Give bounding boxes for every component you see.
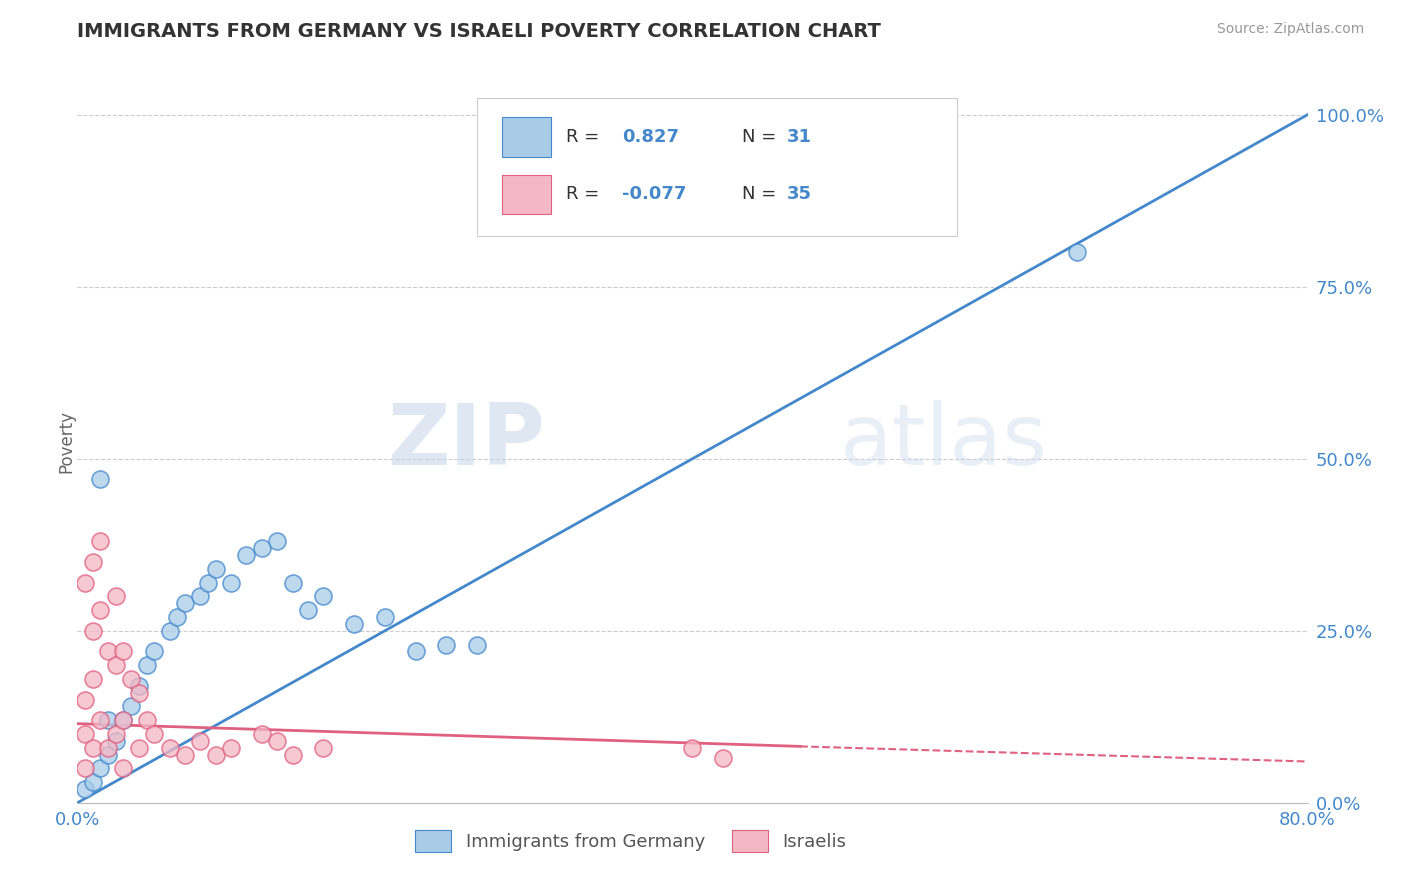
Point bbox=[82, 775, 104, 789]
Point bbox=[281, 575, 304, 590]
Point bbox=[465, 638, 488, 652]
Point bbox=[711, 751, 734, 765]
Point bbox=[143, 644, 166, 658]
Point bbox=[82, 672, 104, 686]
Text: ZIP: ZIP bbox=[387, 400, 546, 483]
Point bbox=[281, 747, 304, 762]
Point bbox=[312, 740, 335, 755]
Point bbox=[197, 575, 219, 590]
Point bbox=[73, 575, 96, 590]
Point bbox=[188, 590, 212, 604]
Point bbox=[159, 740, 181, 755]
Point bbox=[1066, 245, 1088, 260]
Point bbox=[250, 727, 273, 741]
Point bbox=[159, 624, 181, 638]
Point bbox=[682, 740, 704, 755]
Point bbox=[219, 575, 242, 590]
Point bbox=[89, 761, 111, 775]
Point bbox=[128, 740, 150, 755]
Point bbox=[143, 727, 166, 741]
Point bbox=[97, 740, 120, 755]
Point bbox=[73, 782, 96, 797]
Point bbox=[97, 644, 120, 658]
Point bbox=[112, 713, 135, 727]
Point bbox=[89, 603, 111, 617]
Point bbox=[204, 562, 226, 576]
Point bbox=[89, 534, 111, 549]
Text: 35: 35 bbox=[787, 186, 813, 203]
Point bbox=[104, 734, 127, 748]
Point bbox=[266, 534, 288, 549]
Point bbox=[374, 610, 396, 624]
Text: R =: R = bbox=[565, 128, 605, 145]
Y-axis label: Poverty: Poverty bbox=[58, 410, 75, 473]
Text: IMMIGRANTS FROM GERMANY VS ISRAELI POVERTY CORRELATION CHART: IMMIGRANTS FROM GERMANY VS ISRAELI POVER… bbox=[77, 22, 882, 41]
Text: N =: N = bbox=[742, 186, 782, 203]
Point bbox=[120, 699, 142, 714]
Point bbox=[97, 747, 120, 762]
Point bbox=[405, 644, 427, 658]
Point bbox=[343, 616, 366, 631]
Point bbox=[166, 610, 188, 624]
Point bbox=[120, 672, 142, 686]
Point bbox=[104, 727, 127, 741]
Point bbox=[174, 747, 197, 762]
Point bbox=[104, 658, 127, 673]
Point bbox=[112, 644, 135, 658]
Point bbox=[73, 727, 96, 741]
Point bbox=[128, 679, 150, 693]
Point bbox=[104, 590, 127, 604]
Point bbox=[235, 548, 257, 562]
Point bbox=[82, 555, 104, 569]
Point bbox=[97, 713, 120, 727]
Point bbox=[219, 740, 242, 755]
Text: R =: R = bbox=[565, 186, 605, 203]
Point bbox=[89, 713, 111, 727]
Point bbox=[112, 713, 135, 727]
FancyBboxPatch shape bbox=[477, 98, 957, 235]
Legend: Immigrants from Germany, Israelis: Immigrants from Germany, Israelis bbox=[408, 822, 853, 859]
Point bbox=[436, 638, 458, 652]
Point bbox=[73, 761, 96, 775]
Point bbox=[135, 713, 157, 727]
Text: atlas: atlas bbox=[841, 400, 1047, 483]
Text: N =: N = bbox=[742, 128, 782, 145]
FancyBboxPatch shape bbox=[502, 175, 551, 214]
Point bbox=[112, 761, 135, 775]
Point bbox=[135, 658, 157, 673]
Text: 0.827: 0.827 bbox=[623, 128, 679, 145]
Point bbox=[128, 686, 150, 700]
Point bbox=[89, 472, 111, 486]
Point bbox=[188, 734, 212, 748]
Point bbox=[82, 740, 104, 755]
Point bbox=[250, 541, 273, 556]
Point bbox=[73, 692, 96, 706]
Point bbox=[82, 624, 104, 638]
Point bbox=[312, 590, 335, 604]
Point bbox=[174, 596, 197, 610]
FancyBboxPatch shape bbox=[502, 117, 551, 156]
Text: 31: 31 bbox=[787, 128, 813, 145]
Point bbox=[266, 734, 288, 748]
Point bbox=[297, 603, 319, 617]
Point bbox=[204, 747, 226, 762]
Text: -0.077: -0.077 bbox=[623, 186, 686, 203]
Text: Source: ZipAtlas.com: Source: ZipAtlas.com bbox=[1216, 22, 1364, 37]
